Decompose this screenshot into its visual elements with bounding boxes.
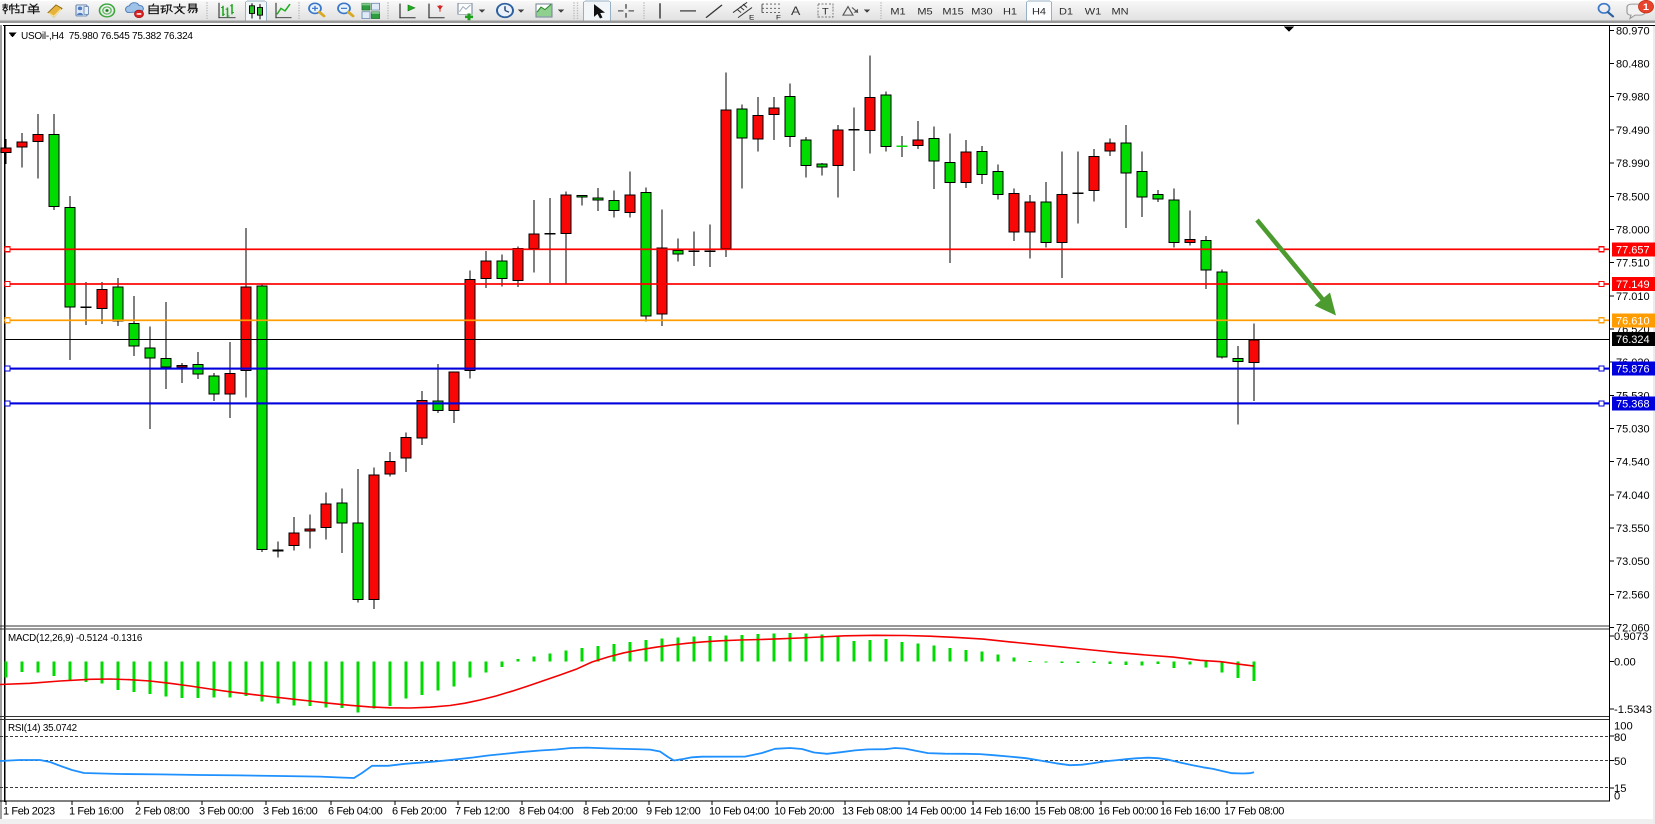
svg-text:1: 1 bbox=[1643, 3, 1649, 13]
svg-text:50: 50 bbox=[1614, 756, 1626, 768]
svg-text:3 Feb 16:00: 3 Feb 16:00 bbox=[263, 806, 318, 818]
svg-text:MN: MN bbox=[1111, 7, 1128, 17]
svg-text:77.149: 77.149 bbox=[1616, 279, 1650, 291]
svg-text:80.480: 80.480 bbox=[1616, 59, 1650, 71]
svg-text:100: 100 bbox=[1614, 721, 1633, 733]
svg-text:75.030: 75.030 bbox=[1616, 423, 1650, 435]
svg-text:72.060: 72.060 bbox=[1616, 623, 1650, 635]
svg-text:T: T bbox=[822, 7, 829, 17]
svg-text:0: 0 bbox=[1614, 791, 1620, 803]
svg-text:15: 15 bbox=[1614, 783, 1626, 795]
svg-text:RSI(14) 35.0742: RSI(14) 35.0742 bbox=[8, 723, 77, 734]
svg-text:6 Feb 04:00: 6 Feb 04:00 bbox=[328, 806, 383, 818]
svg-text:M30: M30 bbox=[971, 7, 993, 17]
svg-text:78.000: 78.000 bbox=[1616, 224, 1650, 236]
svg-text:17 Feb 08:00: 17 Feb 08:00 bbox=[1224, 806, 1284, 818]
svg-text:9 Feb 12:00: 9 Feb 12:00 bbox=[646, 806, 701, 818]
svg-text:2 Feb 08:00: 2 Feb 08:00 bbox=[135, 806, 190, 818]
svg-text:A: A bbox=[791, 4, 801, 18]
svg-text:74.040: 74.040 bbox=[1616, 490, 1650, 502]
svg-text:75.368: 75.368 bbox=[1616, 398, 1650, 410]
svg-text:14 Feb 00:00: 14 Feb 00:00 bbox=[906, 806, 966, 818]
svg-text:M15: M15 bbox=[942, 7, 964, 17]
svg-text:77.657: 77.657 bbox=[1616, 244, 1650, 256]
svg-text:7 Feb 12:00: 7 Feb 12:00 bbox=[455, 806, 510, 818]
svg-text:0.9073: 0.9073 bbox=[1614, 631, 1648, 643]
svg-text:80.970: 80.970 bbox=[1616, 25, 1650, 37]
svg-text:1 Feb 16:00: 1 Feb 16:00 bbox=[69, 806, 124, 818]
svg-text:3 Feb 00:00: 3 Feb 00:00 bbox=[199, 806, 254, 818]
svg-text:77.010: 77.010 bbox=[1616, 291, 1650, 303]
svg-text:6 Feb 20:00: 6 Feb 20:00 bbox=[392, 806, 447, 818]
svg-text:0.00: 0.00 bbox=[1614, 657, 1636, 669]
svg-text:M5: M5 bbox=[917, 7, 933, 17]
svg-text:16 Feb 00:00: 16 Feb 00:00 bbox=[1098, 806, 1158, 818]
svg-text:W1: W1 bbox=[1085, 7, 1102, 17]
svg-text:10 Feb 04:00: 10 Feb 04:00 bbox=[709, 806, 769, 818]
svg-text:74.540: 74.540 bbox=[1616, 457, 1650, 469]
svg-text:77.510: 77.510 bbox=[1616, 258, 1650, 270]
svg-text:MACD(12,26,9) -0.5124 -0.1316: MACD(12,26,9) -0.5124 -0.1316 bbox=[8, 633, 143, 644]
svg-text:15 Feb 08:00: 15 Feb 08:00 bbox=[1034, 806, 1094, 818]
svg-text:1 Feb 2023: 1 Feb 2023 bbox=[3, 806, 55, 818]
svg-text:79.490: 79.490 bbox=[1616, 125, 1650, 137]
svg-text:D1: D1 bbox=[1059, 7, 1073, 17]
svg-text:73.550: 73.550 bbox=[1616, 523, 1650, 535]
svg-text:10 Feb 20:00: 10 Feb 20:00 bbox=[774, 806, 834, 818]
svg-text:72.560: 72.560 bbox=[1616, 589, 1650, 601]
svg-text:F: F bbox=[776, 13, 781, 21]
svg-text:79.980: 79.980 bbox=[1616, 92, 1650, 104]
svg-text:78.500: 78.500 bbox=[1616, 191, 1650, 203]
svg-text:8 Feb 04:00: 8 Feb 04:00 bbox=[519, 806, 574, 818]
svg-text:M1: M1 bbox=[890, 7, 906, 17]
svg-text:75.876: 75.876 bbox=[1616, 364, 1650, 376]
svg-text:-1.5343: -1.5343 bbox=[1614, 704, 1652, 716]
svg-text:14 Feb 16:00: 14 Feb 16:00 bbox=[970, 806, 1030, 818]
svg-text:16 Feb 16:00: 16 Feb 16:00 bbox=[1160, 806, 1220, 818]
svg-text:USOil-,H4 75.980 76.545 75.38: USOil-,H4 75.980 76.545 75.382 76.324 bbox=[21, 31, 193, 42]
svg-text:8 Feb 20:00: 8 Feb 20:00 bbox=[583, 806, 638, 818]
svg-text:73.050: 73.050 bbox=[1616, 556, 1650, 568]
svg-text:H1: H1 bbox=[1003, 7, 1017, 17]
svg-text:78.990: 78.990 bbox=[1616, 158, 1650, 170]
svg-text:E: E bbox=[749, 13, 754, 21]
svg-text:13 Feb 08:00: 13 Feb 08:00 bbox=[842, 806, 902, 818]
svg-text:80: 80 bbox=[1614, 732, 1626, 744]
svg-text:H4: H4 bbox=[1032, 7, 1046, 17]
svg-text:76.324: 76.324 bbox=[1616, 334, 1650, 346]
svg-text:76.610: 76.610 bbox=[1616, 315, 1650, 327]
